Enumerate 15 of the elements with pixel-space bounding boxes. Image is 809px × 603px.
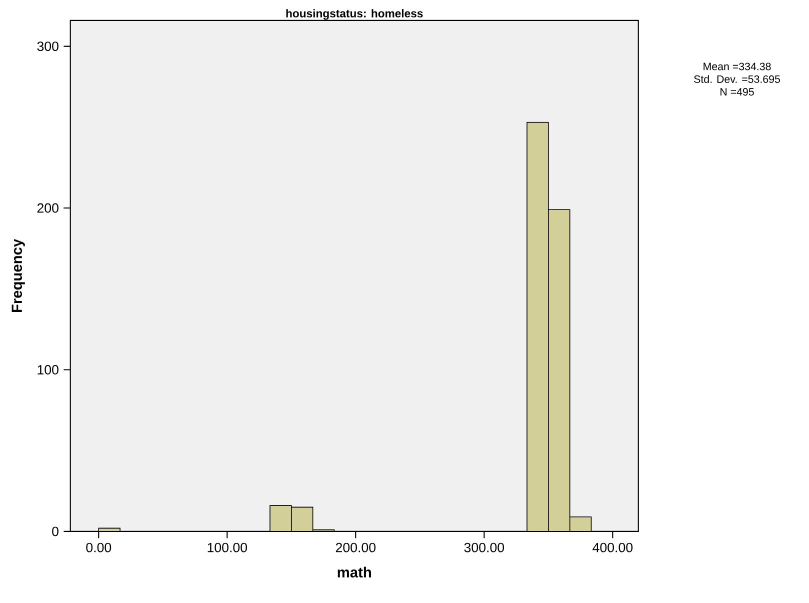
text: Std. Dev. =53.695 <box>694 75 780 83</box>
x-tick-label: 200.00 <box>336 542 376 552</box>
x-tick-label: 300.00 <box>464 542 504 552</box>
y-tick-label: 300 <box>37 42 58 52</box>
y-tick-label: 100 <box>38 365 58 374</box>
x-tick-label: 0.00 <box>86 542 112 552</box>
text: N =495 <box>720 88 754 96</box>
chart-title: housingstatus: homeless <box>286 9 423 20</box>
x-tick-label: 100.00 <box>208 542 248 552</box>
x-tick-label: 400.00 <box>592 542 633 552</box>
y-axis-title: Frequency <box>12 238 25 312</box>
x-axis-title: math <box>338 566 371 578</box>
y-tick-label: 0 <box>52 526 58 536</box>
y-tick-label: 200 <box>37 203 58 213</box>
text: Mean =334.38 <box>704 62 771 70</box>
